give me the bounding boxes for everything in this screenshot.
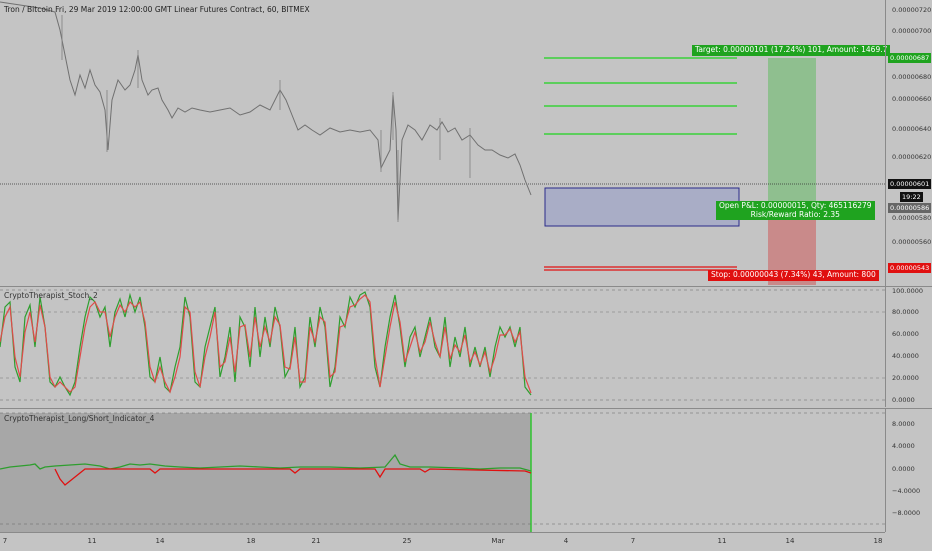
price-series <box>0 1 532 221</box>
pnl-label[interactable]: Open P&L: 0.00000015, Qty: 465116279 Ris… <box>716 201 875 221</box>
price-axis-label: 0.00000680 <box>892 73 932 81</box>
stoch-axis[interactable]: 100.0000 80.0000 60.0000 40.0000 20.0000… <box>885 287 932 407</box>
pane-separator-1[interactable] <box>0 286 932 287</box>
stoch-axis-label: 60.0000 <box>892 330 919 338</box>
price-axis[interactable]: 0.00000720 0.00000700 0.00000680 0.00000… <box>885 0 932 286</box>
target-label[interactable]: Target: 0.00000101 (17.24%) 101, Amount:… <box>692 45 891 56</box>
time-tick: 7 <box>2 537 8 545</box>
time-tick: 21 <box>311 537 321 545</box>
pnl-line-1: Open P&L: 0.00000015, Qty: 465116279 <box>719 201 872 210</box>
time-tick: 11 <box>87 537 97 545</box>
stoch-k-line <box>0 291 532 397</box>
price-wicks <box>61 15 471 222</box>
price-axis-label: 0.00000560 <box>892 238 932 246</box>
pane-separator-2[interactable] <box>0 408 932 409</box>
price-chart-pane[interactable]: Tron / Bitcoin Fri, 29 Mar 2019 12:00:00… <box>0 0 891 286</box>
current-price-badge: 0.00000601 <box>888 179 932 189</box>
longshort-title: CryptoTherapist_Long/Short_Indicator_4 <box>4 414 155 423</box>
longshort-line-green <box>0 453 532 472</box>
price-axis-label: 0.00000720 <box>892 6 932 14</box>
time-tick: 18 <box>246 537 256 545</box>
stoch-canvas <box>0 289 885 401</box>
longshort-axis-label: 4.0000 <box>892 442 915 450</box>
longshort-axis-label: 8.0000 <box>892 420 915 428</box>
entry-box <box>544 187 740 227</box>
stoch-axis-label: 0.0000 <box>892 396 915 404</box>
time-tick: 14 <box>155 537 165 545</box>
longshort-axis-label: −8.0000 <box>892 509 921 517</box>
price-axis-label: 0.00000700 <box>892 27 932 35</box>
stoch-title: CryptoTherapist_Stoch_2 <box>4 291 98 300</box>
entry-price-badge: 0.00000586 <box>888 203 932 213</box>
price-chart-canvas <box>0 1 885 285</box>
longshort-axis-label: 0.0000 <box>892 465 915 473</box>
price-axis-label: 0.00000640 <box>892 125 932 133</box>
pnl-line-2: Risk/Reward Ratio: 2.35 <box>750 209 840 219</box>
longshort-pane[interactable]: CryptoTherapist_Long/Short_Indicator_4 <box>0 409 885 532</box>
countdown-badge: 19:22 <box>900 192 923 202</box>
time-tick: 14 <box>785 537 795 545</box>
time-tick: Mar <box>491 537 505 545</box>
stop-price-badge: 0.00000543 <box>888 263 932 273</box>
stoch-pane[interactable]: CryptoTherapist_Stoch_2 <box>0 287 885 407</box>
stoch-axis-label: 40.0000 <box>892 352 919 360</box>
longshort-shaded-area <box>0 413 531 532</box>
stop-label[interactable]: Stop: 0.00000043 (7.34%) 43, Amount: 800 <box>708 270 879 281</box>
longshort-line-red <box>54 468 532 486</box>
chart-title: Tron / Bitcoin Fri, 29 Mar 2019 12:00:00… <box>4 5 310 14</box>
time-tick: 11 <box>717 537 727 545</box>
time-axis[interactable]: 7 11 14 18 21 25 Mar 4 7 11 14 18 <box>0 532 885 551</box>
target-zone <box>768 58 816 204</box>
stoch-d-line <box>0 294 532 394</box>
price-axis-label: 0.00000620 <box>892 153 932 161</box>
stoch-axis-label: 80.0000 <box>892 308 919 316</box>
time-tick: 7 <box>630 537 636 545</box>
stoch-axis-label: 20.0000 <box>892 374 919 382</box>
longshort-axis-label: −4.0000 <box>892 487 921 495</box>
target-price-badge: 0.00000687 <box>888 53 932 63</box>
price-axis-label: 0.00000660 <box>892 95 932 103</box>
time-tick: 18 <box>873 537 883 545</box>
longshort-axis[interactable]: 8.0000 4.0000 0.0000 −4.0000 −8.0000 <box>885 409 932 532</box>
price-axis-label: 0.00000580 <box>892 214 932 222</box>
longshort-canvas <box>0 412 885 532</box>
time-tick: 25 <box>402 537 412 545</box>
time-tick: 4 <box>563 537 569 545</box>
stoch-axis-label: 100.0000 <box>892 287 924 295</box>
